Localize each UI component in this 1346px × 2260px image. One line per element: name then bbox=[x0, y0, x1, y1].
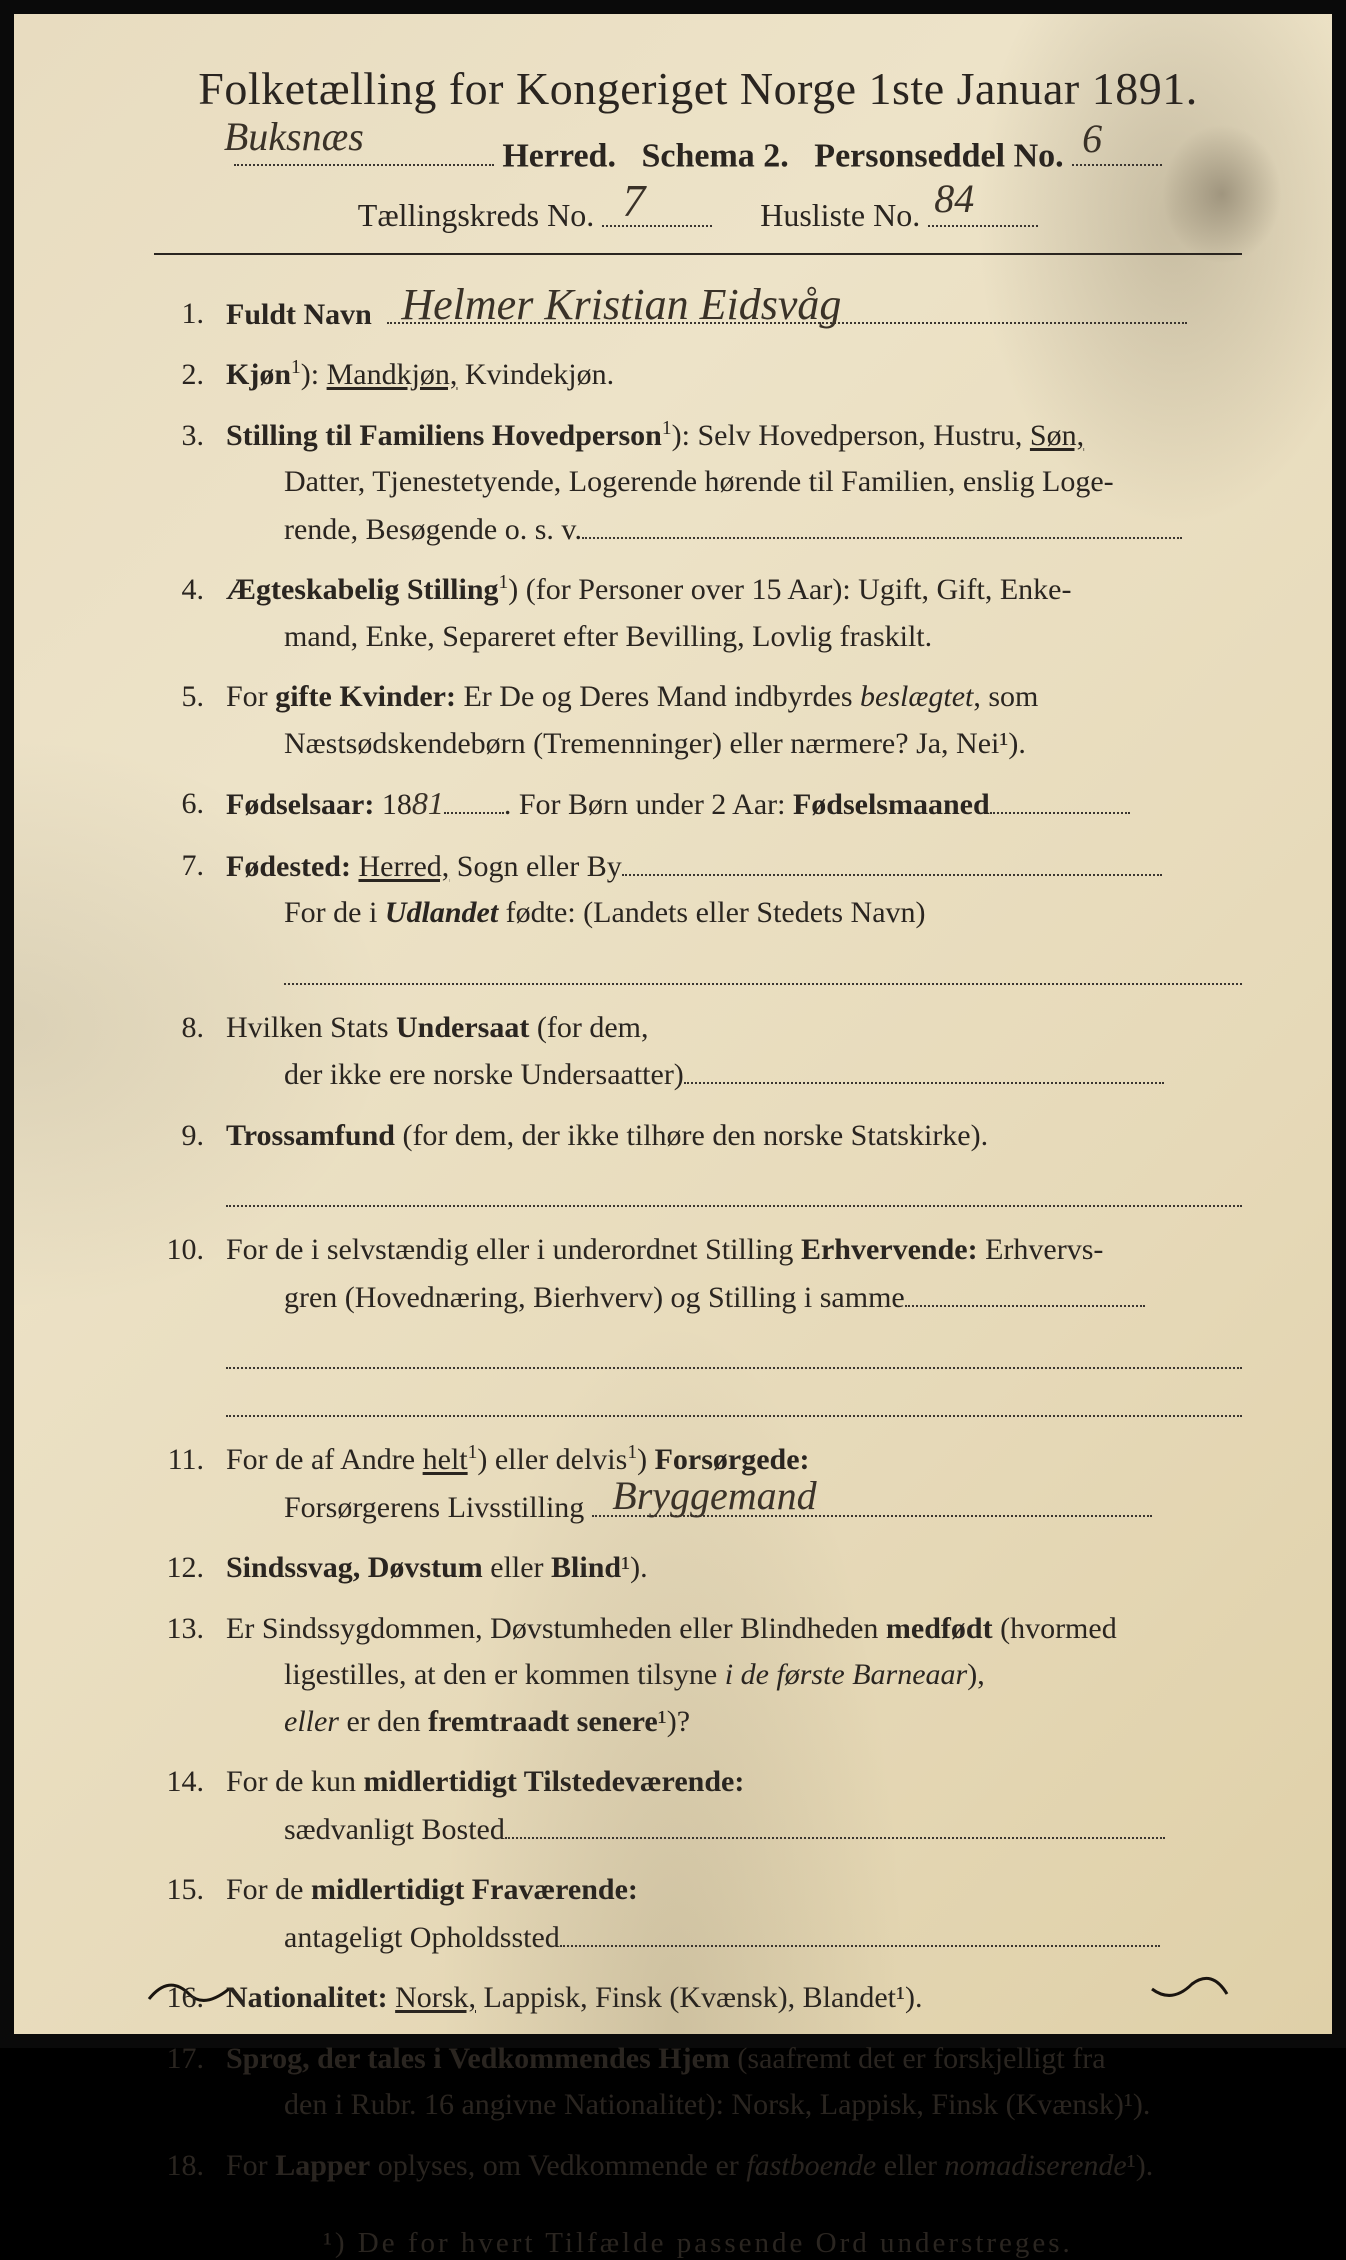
item-number: 5. bbox=[154, 674, 226, 721]
schema-label: Schema 2. bbox=[641, 137, 788, 174]
norsk-underlined: Norsk, bbox=[395, 1981, 476, 2014]
item-15: 15. For de midlertidigt Fraværende: anta… bbox=[154, 1867, 1242, 1961]
forsorgede-label: Forsørgede: bbox=[655, 1443, 810, 1476]
item-number: 18. bbox=[154, 2143, 226, 2190]
footnote: ¹) De for hvert Tilfælde passende Ord un… bbox=[154, 2227, 1242, 2260]
item-number: 4. bbox=[154, 567, 226, 614]
item-18: 18. For Lapper oplyses, om Vedkommende e… bbox=[154, 2143, 1242, 2190]
fuldt-navn-label: Fuldt Navn bbox=[226, 298, 372, 331]
nationalitet-label: Nationalitet: bbox=[226, 1981, 388, 2014]
husliste-label: Husliste No. bbox=[760, 198, 920, 234]
herred-label: Herred. bbox=[502, 137, 616, 174]
item-number: 7. bbox=[154, 843, 226, 890]
form-header: Folketælling for Kongeriget Norge 1ste J… bbox=[154, 62, 1242, 255]
form-body: 1. Fuldt Navn Helmer Kristian Eidsvåg 2.… bbox=[154, 291, 1242, 2260]
item-12: 12. Sindssvag, Døvstum eller Blind¹). bbox=[154, 1545, 1242, 1592]
item-9: 9. Trossamfund (for dem, der ikke tilhør… bbox=[154, 1113, 1242, 1214]
item-13: 13. Er Sindssygdommen, Døvstumheden elle… bbox=[154, 1606, 1242, 1746]
stilling-label: Stilling til Familiens Hovedperson bbox=[226, 419, 662, 452]
kjon-label: Kjøn bbox=[226, 358, 291, 391]
lapper-label: Lapper bbox=[275, 2149, 370, 2182]
item-number: 8. bbox=[154, 1005, 226, 1052]
year-handwritten: 81 bbox=[412, 791, 444, 817]
item-number: 14. bbox=[154, 1759, 226, 1806]
item-number: 15. bbox=[154, 1867, 226, 1914]
header-line-2: Buksnæs Herred. Schema 2. Personseddel N… bbox=[154, 129, 1242, 175]
aegteskab-label: Ægteskabelig Stilling bbox=[226, 573, 499, 606]
item-number: 16. bbox=[154, 1975, 226, 2022]
mandkjon-underlined: Mandkjøn, bbox=[327, 358, 458, 391]
sindssvag-label: Sindssvag, Døvstum bbox=[226, 1551, 483, 1584]
item-number: 6. bbox=[154, 781, 226, 828]
item-17: 17. Sprog, der tales i Vedkommendes Hjem… bbox=[154, 2036, 1242, 2129]
fodselsmaaned-label: Fødselsmaaned bbox=[793, 788, 990, 821]
item-11: 11. For de af Andre helt1) eller delvis1… bbox=[154, 1437, 1242, 1531]
taellingskreds-label: Tællingskreds No. bbox=[358, 198, 594, 234]
item-1: 1. Fuldt Navn Helmer Kristian Eidsvåg bbox=[154, 291, 1242, 339]
item-number: 3. bbox=[154, 413, 226, 460]
name-handwritten: Helmer Kristian Eidsvåg bbox=[401, 287, 841, 322]
item-16: 16. Nationalitet: Norsk, Lappisk, Finsk … bbox=[154, 1975, 1242, 2022]
item-7: 7. Fødested: Herred, Sogn eller By For d… bbox=[154, 843, 1242, 991]
item-2: 2. Kjøn1): Mandkjøn, Kvindekjøn. bbox=[154, 352, 1242, 399]
personseddel-no-handwritten: 6 bbox=[1082, 123, 1102, 155]
main-title: Folketælling for Kongeriget Norge 1ste J… bbox=[154, 62, 1242, 115]
sprog-label: Sprog, der tales i Vedkommendes Hjem bbox=[226, 2042, 730, 2075]
header-divider bbox=[154, 253, 1242, 255]
fodested-label: Fødested: bbox=[226, 850, 351, 883]
husliste-no-handwritten: 84 bbox=[934, 183, 974, 215]
item-14: 14. For de kun midlertidigt Tilstedevære… bbox=[154, 1759, 1242, 1853]
census-form-page: Folketælling for Kongeriget Norge 1ste J… bbox=[0, 0, 1346, 2048]
fravaerende-label: midlertidigt Fraværende: bbox=[311, 1873, 638, 1906]
fodselsaar-label: Fødselsaar: bbox=[226, 788, 382, 821]
item-number: 11. bbox=[154, 1437, 226, 1484]
fremtraadt-label: fremtraadt senere bbox=[428, 1705, 658, 1738]
item-number: 17. bbox=[154, 2036, 226, 2083]
herred-handwritten: Buksnæs bbox=[224, 121, 364, 153]
item-5: 5. For gifte Kvinder: Er De og Deres Man… bbox=[154, 674, 1242, 767]
taellingskreds-no-handwritten: 7 bbox=[622, 183, 645, 220]
livsstilling-handwritten: Bryggemand bbox=[612, 1480, 816, 1512]
item-8: 8. Hvilken Stats Undersaat (for dem, der… bbox=[154, 1005, 1242, 1099]
item-number: 2. bbox=[154, 352, 226, 399]
item-number: 1. bbox=[154, 291, 226, 338]
item-10: 10. For de i selvstændig eller i underor… bbox=[154, 1227, 1242, 1423]
item-number: 13. bbox=[154, 1606, 226, 1653]
item-3: 3. Stilling til Familiens Hovedperson1):… bbox=[154, 413, 1242, 554]
tilstedevaerende-label: midlertidigt Tilstedeværende: bbox=[364, 1765, 745, 1798]
item-number: 10. bbox=[154, 1227, 226, 1274]
header-line-3: Tællingskreds No. 7 Husliste No. 84 bbox=[154, 191, 1242, 234]
undersaat-label: Undersaat bbox=[396, 1011, 529, 1044]
item-6: 6. Fødselsaar: 1881. For Børn under 2 Aa… bbox=[154, 781, 1242, 829]
gifte-kvinder-label: gifte Kvinder: bbox=[275, 680, 456, 713]
son-underlined: Søn, bbox=[1030, 419, 1084, 452]
item-number: 12. bbox=[154, 1545, 226, 1592]
herred-underlined: Herred, bbox=[358, 850, 449, 883]
item-number: 9. bbox=[154, 1113, 226, 1160]
personseddel-label: Personseddel No. bbox=[814, 137, 1063, 174]
trossamfund-label: Trossamfund bbox=[226, 1119, 395, 1152]
erhvervende-label: Erhvervende: bbox=[801, 1233, 978, 1266]
medfodt-label: medfødt bbox=[886, 1612, 993, 1645]
item-4: 4. Ægteskabelig Stilling1) (for Personer… bbox=[154, 567, 1242, 660]
